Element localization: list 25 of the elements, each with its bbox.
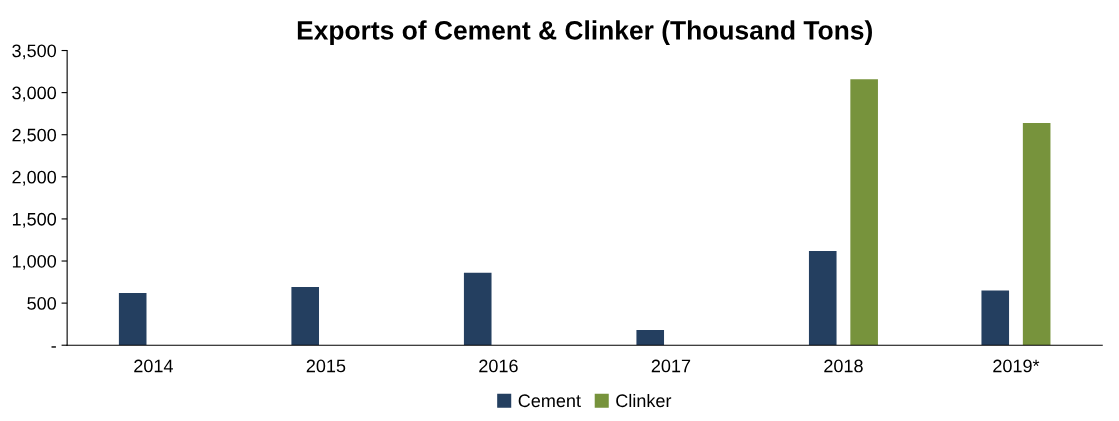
x-tick-label: 2014	[134, 359, 173, 373]
bar	[636, 330, 665, 346]
x-tick-label: 2018	[824, 359, 863, 373]
x-tick-label: 2019*	[993, 359, 1040, 373]
bar	[1022, 122, 1051, 346]
legend-label: Clinker	[616, 393, 672, 408]
y-tick-label: 1,000	[12, 254, 57, 270]
bar	[291, 287, 320, 346]
x-tick-label: 2015	[306, 359, 346, 373]
y-tick-label: 2,000	[12, 170, 57, 186]
chart-title: Exports of Cement & Clinker (Thousand Tons)	[297, 20, 872, 45]
legend-label: Cement	[518, 394, 581, 408]
y-tick-label: -	[51, 346, 56, 348]
bar	[463, 272, 492, 346]
y-tick-label: 2,500	[12, 128, 57, 144]
bar	[118, 293, 147, 346]
bar	[808, 250, 837, 346]
y-tick-label: 3,000	[12, 86, 57, 102]
x-tick-label: 2016	[479, 359, 518, 373]
y-tick-label: 1,500	[12, 212, 57, 228]
x-tick-label: 2017	[651, 359, 691, 373]
y-tick-label: 3,500	[12, 44, 57, 60]
bar	[850, 79, 878, 346]
bar	[981, 290, 1010, 346]
y-tick-label: 500	[27, 297, 57, 310]
